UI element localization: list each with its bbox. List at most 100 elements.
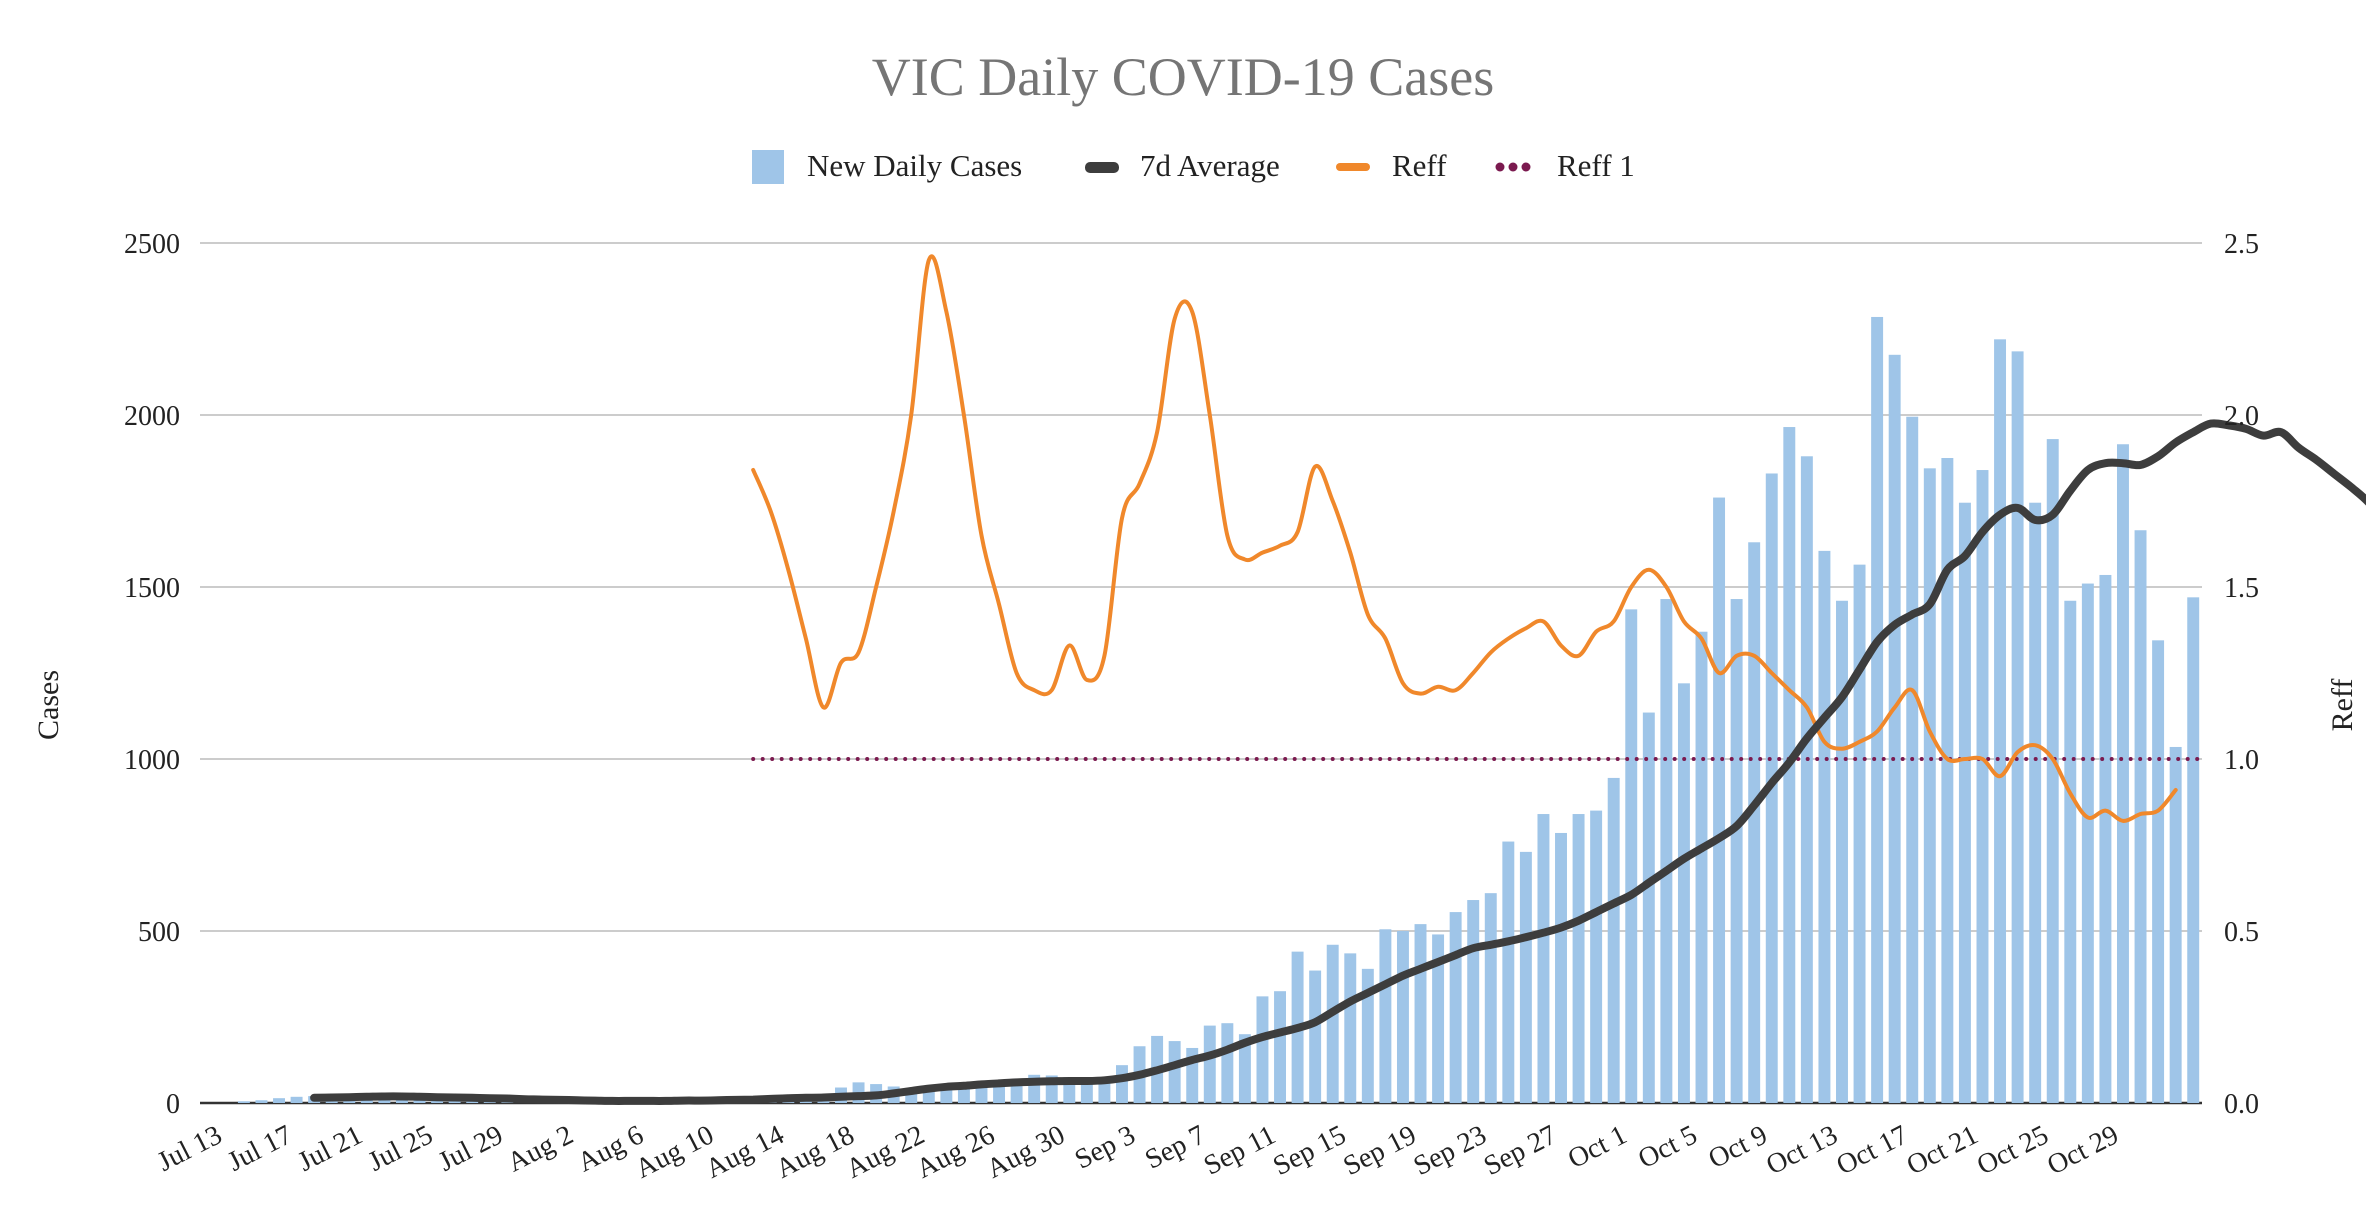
- bar: [1186, 1047, 1199, 1103]
- bar: [1888, 354, 1901, 1103]
- x-tick-label: Jul 13: [153, 1119, 227, 1177]
- legend-label-7d-average: 7d Average: [1140, 148, 1280, 183]
- bar: [1326, 944, 1339, 1103]
- bar: [1221, 1023, 1234, 1103]
- bar: [1537, 814, 1550, 1103]
- bar: [2134, 530, 2147, 1103]
- bar: [2081, 583, 2094, 1103]
- y-tick-left: 1500: [124, 573, 180, 604]
- bar: [1168, 1041, 1181, 1103]
- bar: [2169, 746, 2182, 1103]
- y-tick-right: 0.0: [2224, 1089, 2259, 1120]
- bar: [1238, 1034, 1251, 1103]
- x-tick-label: Jul 25: [363, 1119, 437, 1177]
- bar: [1818, 550, 1831, 1103]
- bar: [1344, 953, 1357, 1103]
- bar: [1116, 1065, 1128, 1103]
- y-tick-right: 1.5: [2224, 573, 2259, 604]
- legend-swatch-reff: [1336, 163, 1370, 171]
- x-tick-label: Jul 29: [434, 1119, 508, 1177]
- x-tick-label: Jul 17: [223, 1119, 297, 1177]
- bar: [2064, 600, 2077, 1103]
- bar: [1274, 991, 1286, 1103]
- x-tick-label: Aug 22: [841, 1119, 929, 1184]
- bar: [1642, 712, 1655, 1103]
- y-axis-left-label: Cases: [32, 670, 65, 740]
- bar: [2011, 351, 2024, 1103]
- x-tick-label: Sep 19: [1339, 1119, 1422, 1182]
- x-tick-label: Sep 3: [1070, 1119, 1140, 1175]
- bar: [1028, 1074, 1041, 1103]
- line-series: [310, 254, 2366, 1105]
- bar: [255, 1100, 268, 1103]
- y-tick-left: 0: [166, 1089, 180, 1120]
- bar: [1695, 631, 1708, 1103]
- chart-title: VIC Daily COVID-19 Cases: [872, 47, 1494, 107]
- legend-item-reff: Reff: [1336, 148, 1447, 183]
- bar: [1976, 470, 1989, 1103]
- legend-item-reff-1: Reff 1: [1495, 148, 1635, 183]
- bar: [1853, 564, 1866, 1103]
- bar: [1484, 893, 1497, 1103]
- x-tick-label: Aug 14: [701, 1119, 789, 1184]
- x-tick-label: Aug 18: [771, 1119, 859, 1184]
- y-axis-left-ticks: 0 500 1000 1500 2000 2500: [124, 229, 180, 1120]
- bar: [922, 1088, 935, 1103]
- bar: [940, 1087, 953, 1103]
- legend-swatch-reff-1-dot: [1495, 162, 1505, 172]
- y-tick-left: 1000: [124, 745, 180, 776]
- legend-swatch-7d-average: [1085, 162, 1119, 173]
- y-axis-right-label: Reff: [2326, 679, 2359, 732]
- bar: [1045, 1075, 1058, 1103]
- bar: [1677, 683, 1690, 1103]
- legend-item-7d-average: 7d Average: [1085, 148, 1280, 183]
- legend-label-reff: Reff: [1392, 148, 1447, 183]
- bar: [1590, 810, 1603, 1103]
- bar: [1572, 814, 1585, 1103]
- bar: [1098, 1077, 1111, 1103]
- x-tick-label: Oct 13: [1761, 1119, 1842, 1181]
- bar: [2099, 574, 2112, 1103]
- y-tick-right: 1.0: [2224, 745, 2259, 776]
- bar: [1923, 468, 1936, 1103]
- x-tick-label: Jul 21: [293, 1119, 367, 1177]
- bar: [1309, 970, 1322, 1103]
- y-tick-right: 2.5: [2224, 229, 2259, 260]
- bar: [1994, 339, 2007, 1103]
- x-tick-label: Sep 11: [1199, 1119, 1281, 1181]
- x-tick-label: Aug 10: [631, 1119, 719, 1184]
- bar: [1256, 996, 1269, 1103]
- y-tick-left: 2000: [124, 401, 180, 432]
- bar: [2046, 439, 2059, 1104]
- gridlines: [200, 242, 2202, 1105]
- x-tick-label: Oct 9: [1704, 1119, 1773, 1175]
- bar: [1555, 832, 1567, 1103]
- x-tick-label: Sep 27: [1479, 1119, 1562, 1182]
- bar: [1519, 851, 1532, 1103]
- legend-swatch-reff-1-dot: [1521, 162, 1531, 172]
- legend-swatch-new-daily-cases: [752, 150, 784, 184]
- bar: [975, 1084, 988, 1103]
- x-tick-label: Oct 17: [1832, 1119, 1913, 1181]
- legend-item-new-daily-cases: New Daily Cases: [752, 148, 1022, 184]
- bar: [237, 1101, 250, 1103]
- bar: [957, 1086, 970, 1103]
- bar: [1361, 968, 1374, 1103]
- x-tick-label: Oct 25: [1972, 1119, 2053, 1181]
- bar: [273, 1098, 285, 1103]
- bar: [1713, 497, 1726, 1103]
- bar: [1432, 934, 1445, 1103]
- bar: [2152, 640, 2165, 1103]
- bar: [1836, 600, 1848, 1103]
- x-tick-label: Sep 7: [1140, 1119, 1210, 1175]
- bar: [1502, 841, 1515, 1103]
- bar: [2187, 597, 2200, 1103]
- bar: [1449, 912, 1462, 1103]
- bar: [1871, 316, 1884, 1104]
- y-tick-left: 500: [138, 917, 180, 948]
- x-tick-label: Oct 1: [1563, 1119, 1632, 1175]
- bar: [1080, 1078, 1093, 1103]
- x-tick-label: Oct 29: [2042, 1119, 2123, 1181]
